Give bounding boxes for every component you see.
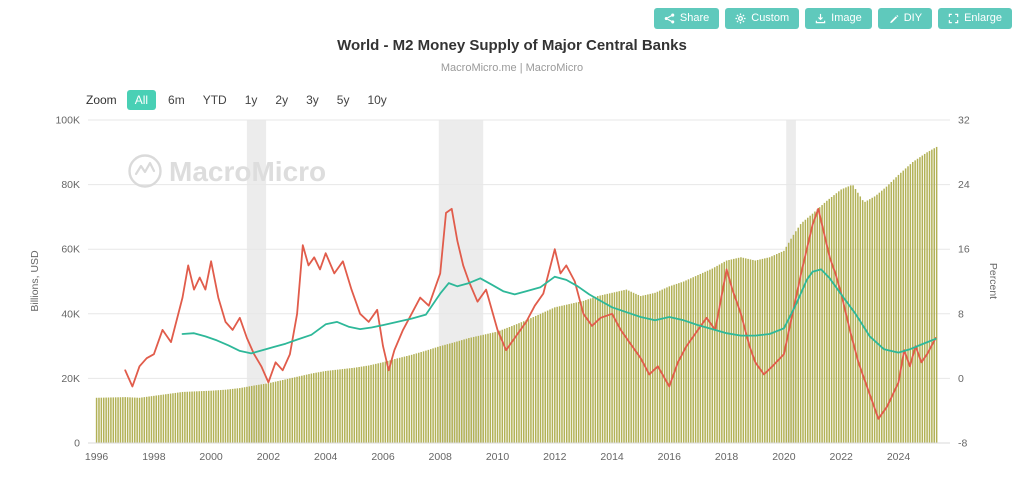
svg-text:1996: 1996	[85, 451, 109, 463]
image-download-icon	[815, 13, 826, 24]
svg-text:8: 8	[958, 308, 964, 320]
share-button-label: Share	[679, 12, 710, 24]
enlarge-icon	[948, 13, 959, 24]
zoom-option-ytd[interactable]: YTD	[202, 93, 227, 107]
svg-text:2016: 2016	[658, 451, 682, 463]
svg-text:-8: -8	[958, 438, 967, 450]
zoom-option-6m[interactable]: 6m	[168, 93, 185, 107]
zoom-option-10y[interactable]: 10y	[367, 93, 387, 107]
image-button[interactable]: Image	[805, 8, 872, 30]
left-axis-title: Billions, USD	[29, 250, 41, 312]
zoom-option-5y[interactable]: 5y	[336, 93, 350, 107]
svg-text:2018: 2018	[715, 451, 739, 463]
svg-text:2024: 2024	[887, 451, 911, 463]
svg-text:MacroMicro: MacroMicro	[169, 156, 326, 187]
page-subtitle: MacroMicro.me | MacroMicro	[440, 62, 584, 74]
custom-button-label: Custom	[751, 12, 790, 24]
image-button-label: Image	[831, 12, 862, 24]
svg-text:80K: 80K	[61, 179, 80, 191]
svg-text:2012: 2012	[543, 451, 567, 463]
zoom-option-3y[interactable]: 3y	[306, 93, 319, 107]
svg-text:60K: 60K	[61, 244, 80, 256]
page-title: World - M2 Money Supply of Major Central…	[337, 37, 687, 54]
zoom-controls: Zoom All 6m YTD 1y 2y 3y 5y 10y	[86, 90, 393, 110]
axis-tick-labels: 0 20K 40K 60K 80K 100K -8 0 8 16 24 32 1996 1998 2000 2…	[55, 115, 969, 464]
right-axis-title: Percent	[987, 263, 999, 299]
share-icon	[664, 13, 675, 24]
svg-text:0: 0	[958, 373, 964, 385]
custom-button[interactable]: Custom	[725, 8, 800, 30]
zoom-option-2y[interactable]: 2y	[275, 93, 289, 107]
smoothed-growth-line-teal	[181, 268, 937, 355]
diy-button[interactable]: DIY	[877, 8, 933, 30]
svg-text:2002: 2002	[257, 451, 281, 463]
yoy-growth-line-red	[124, 207, 937, 420]
zoom-label: Zoom	[86, 93, 117, 107]
svg-text:16: 16	[958, 244, 970, 256]
svg-text:2000: 2000	[199, 451, 223, 463]
m2-bars-series	[95, 146, 938, 444]
svg-text:2014: 2014	[600, 451, 624, 463]
svg-text:2006: 2006	[371, 451, 395, 463]
gear-icon	[735, 13, 746, 24]
svg-text:2004: 2004	[314, 451, 338, 463]
svg-text:1998: 1998	[142, 451, 166, 463]
svg-text:2022: 2022	[830, 451, 854, 463]
svg-text:40K: 40K	[61, 308, 80, 320]
macromicro-watermark: MacroMicro	[128, 154, 326, 188]
svg-text:20K: 20K	[61, 373, 80, 385]
svg-text:2020: 2020	[772, 451, 796, 463]
svg-text:0: 0	[74, 438, 80, 450]
svg-text:100K: 100K	[55, 115, 80, 127]
share-button[interactable]: Share	[653, 8, 720, 30]
svg-text:24: 24	[958, 179, 970, 191]
diy-button-label: DIY	[903, 12, 923, 24]
pencil-icon	[888, 13, 899, 24]
enlarge-button-label: Enlarge	[964, 12, 1002, 24]
svg-text:32: 32	[958, 115, 970, 127]
zoom-option-1y[interactable]: 1y	[244, 93, 258, 107]
enlarge-button[interactable]: Enlarge	[938, 8, 1012, 30]
svg-text:2008: 2008	[429, 451, 453, 463]
zoom-option-all[interactable]: All	[126, 90, 157, 110]
svg-text:2010: 2010	[486, 451, 510, 463]
chart-toolbar: Share Custom	[653, 8, 1012, 30]
